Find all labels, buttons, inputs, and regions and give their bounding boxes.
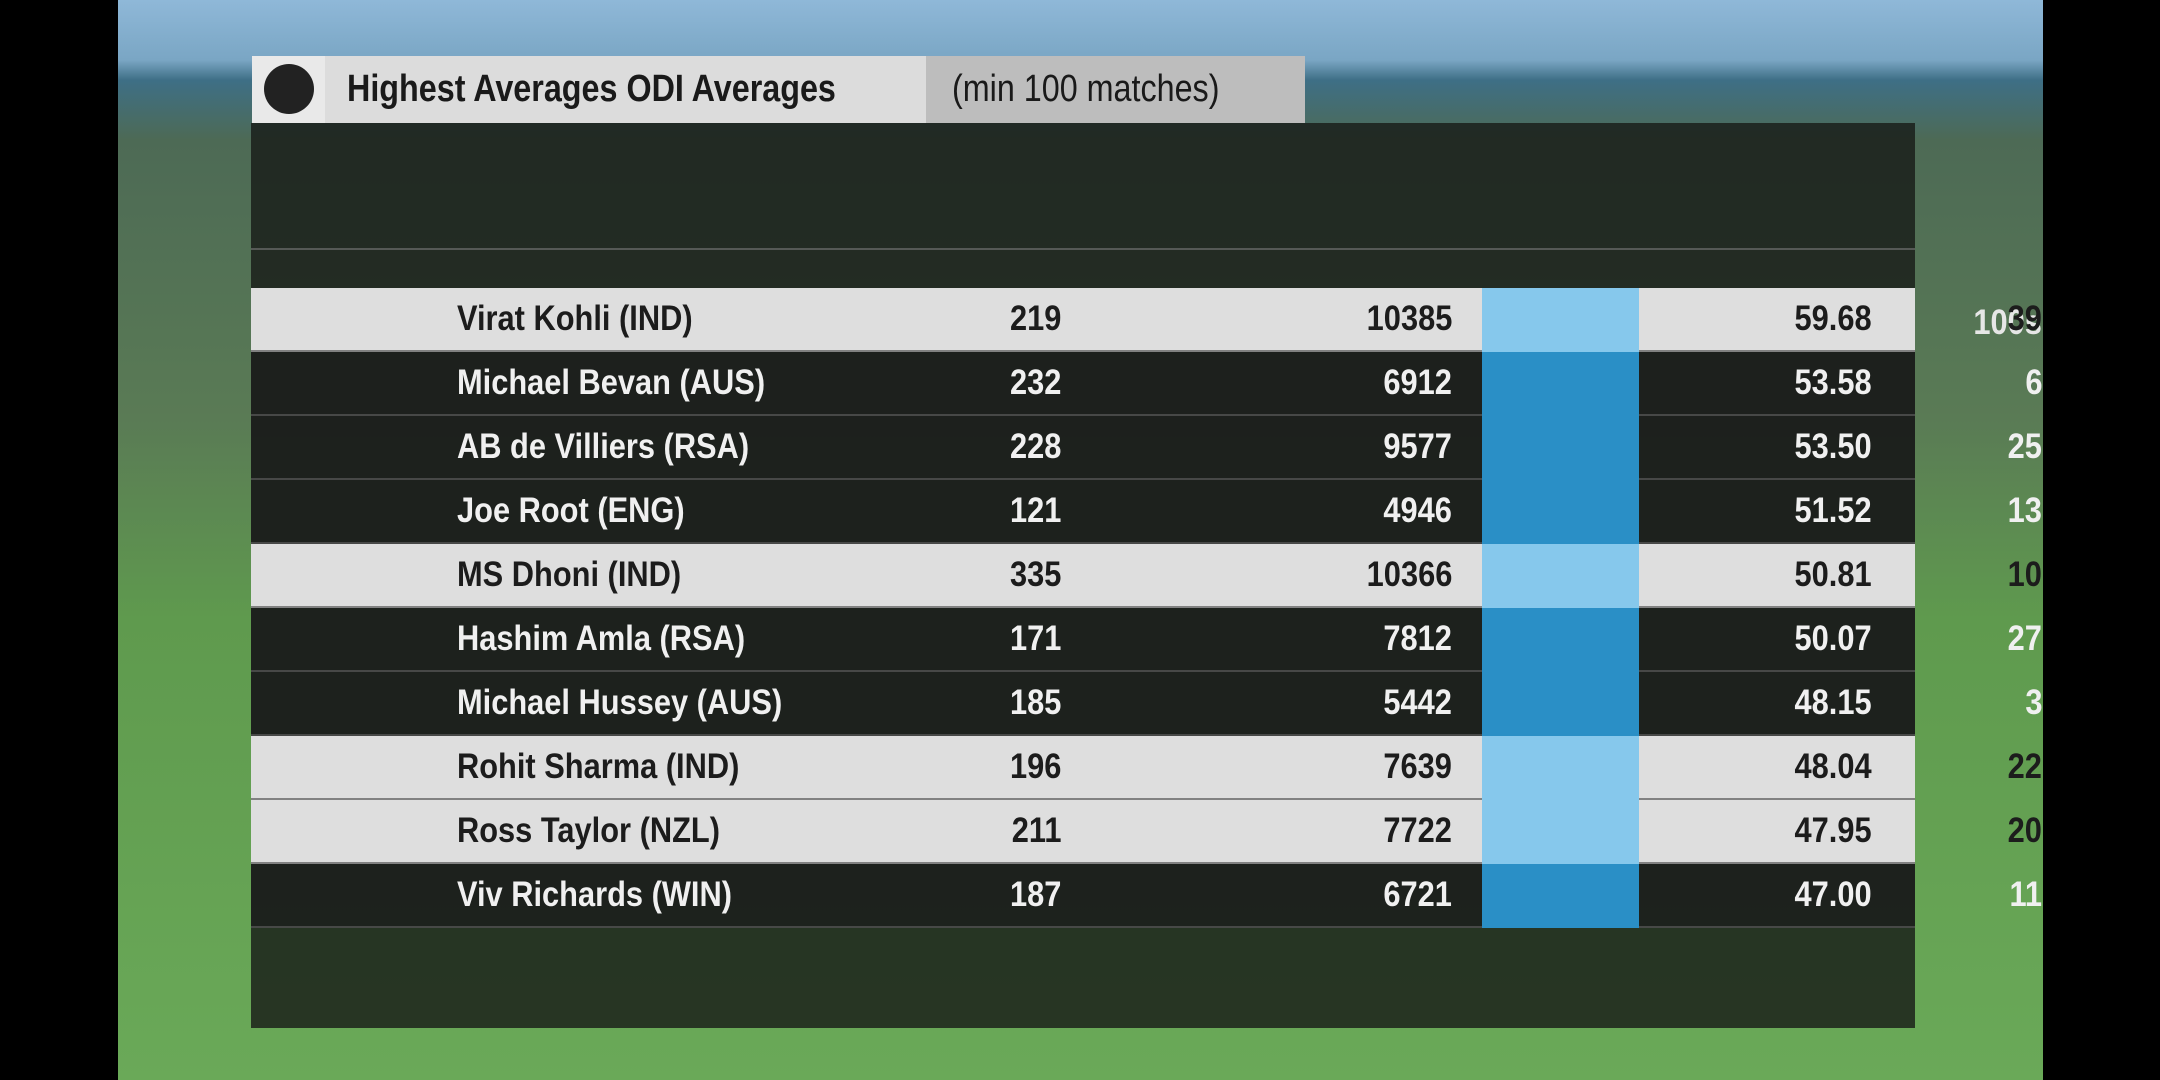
average: 50.07 <box>1794 619 1872 658</box>
average: 53.58 <box>1794 363 1872 402</box>
column-header: 100s <box>1973 303 2042 342</box>
runs: 7722 <box>1383 811 1452 850</box>
runs: 6721 <box>1383 875 1452 914</box>
hundreds: 22 <box>2007 747 2042 786</box>
runs: 9577 <box>1383 427 1452 466</box>
player-name: Joe Root (ENG) <box>457 491 685 530</box>
average: 47.00 <box>1794 875 1872 914</box>
matches: 171 <box>1009 619 1061 658</box>
hundreds: 27 <box>2007 619 2042 658</box>
runs: 5442 <box>1383 683 1452 722</box>
table-row: Joe Root (ENG) 121 4946 51.52 13 <box>251 480 2042 544</box>
stats-table: MatchesRunsAverage100sVirat Kohli (IND)2… <box>251 123 2042 1028</box>
average-highlight <box>1482 288 1639 352</box>
table-row: Michael Hussey (AUS) 185 5442 48.15 3 <box>251 672 2042 736</box>
hundreds: 6 <box>2024 363 2042 402</box>
runs: 10366 <box>1366 555 1452 594</box>
player-name: AB de Villiers (RSA) <box>457 427 750 466</box>
table-row: Hashim Amla (RSA) 171 7812 50.07 27 <box>251 608 2042 672</box>
average: 48.04 <box>1794 747 1872 786</box>
average: 51.52 <box>1794 491 1872 530</box>
logo-icon <box>264 64 314 114</box>
matches: 211 <box>1011 811 1061 850</box>
table-row: AB de Villiers (RSA) 228 9577 53.50 25 <box>251 416 2042 480</box>
average: 59.68 <box>1794 299 1872 338</box>
runs: 7639 <box>1383 747 1452 786</box>
hundreds: 10 <box>2007 555 2042 594</box>
average-highlight <box>1482 416 1639 480</box>
table-row: Michael Bevan (AUS) 232 6912 53.58 6 <box>251 352 2042 416</box>
hundreds: 20 <box>2007 811 2042 850</box>
average-highlight <box>1482 672 1639 736</box>
matches: 196 <box>1009 747 1061 786</box>
player-name: Rohit Sharma (IND) <box>457 747 740 786</box>
table-row: Virat Kohli (IND) 219 10385 59.68 39 <box>251 288 2042 352</box>
matches: 335 <box>1009 555 1061 594</box>
matches: 121 <box>1009 491 1061 530</box>
runs: 7812 <box>1383 619 1452 658</box>
player-name: Virat Kohli (IND) <box>457 299 693 338</box>
subtitle-box: (min 100 matches) <box>926 56 1305 123</box>
average-highlight <box>1482 608 1639 672</box>
broadcast-screen: Highest Averages ODI Averages (min 100 m… <box>118 0 2043 1080</box>
player-name: Ross Taylor (NZL) <box>457 811 720 850</box>
hundreds: 25 <box>2007 427 2042 466</box>
matches: 185 <box>1009 683 1061 722</box>
matches: 228 <box>1009 427 1061 466</box>
average-highlight <box>1482 864 1639 928</box>
hundreds: 3 <box>2024 683 2042 722</box>
player-name: Hashim Amla (RSA) <box>457 619 746 658</box>
average-highlight <box>1482 800 1639 864</box>
table-row: Ross Taylor (NZL) 211 7722 47.95 20 <box>251 800 2042 864</box>
average-highlight <box>1482 480 1639 544</box>
average-highlight <box>1482 352 1639 416</box>
hundreds: 11 <box>2009 875 2042 914</box>
subtitle: (min 100 matches) <box>952 68 1220 110</box>
hundreds: 13 <box>2007 491 2042 530</box>
player-name: Michael Hussey (AUS) <box>457 683 783 722</box>
player-name: MS Dhoni (IND) <box>457 555 682 594</box>
player-name: Michael Bevan (AUS) <box>457 363 766 402</box>
matches: 219 <box>1009 299 1061 338</box>
average: 50.81 <box>1794 555 1872 594</box>
header-divider <box>251 248 1915 250</box>
average-highlight <box>1482 544 1639 608</box>
average: 48.15 <box>1794 683 1872 722</box>
hundreds: 39 <box>2007 299 2042 338</box>
table-row: MS Dhoni (IND) 335 10366 50.81 10 <box>251 544 2042 608</box>
title-box: Highest Averages ODI Averages <box>325 56 926 123</box>
logo <box>252 56 325 123</box>
average: 53.50 <box>1794 427 1872 466</box>
average: 47.95 <box>1794 811 1872 850</box>
matches: 187 <box>1009 875 1061 914</box>
matches: 232 <box>1009 363 1061 402</box>
title: Highest Averages ODI Averages <box>347 68 836 110</box>
runs: 6912 <box>1383 363 1452 402</box>
average-highlight <box>1482 736 1639 800</box>
runs: 4946 <box>1383 491 1452 530</box>
runs: 10385 <box>1366 299 1452 338</box>
table-row: Viv Richards (WIN) 187 6721 47.00 11 <box>251 864 2042 928</box>
table-row: Rohit Sharma (IND) 196 7639 48.04 22 <box>251 736 2042 800</box>
player-name: Viv Richards (WIN) <box>457 875 732 914</box>
